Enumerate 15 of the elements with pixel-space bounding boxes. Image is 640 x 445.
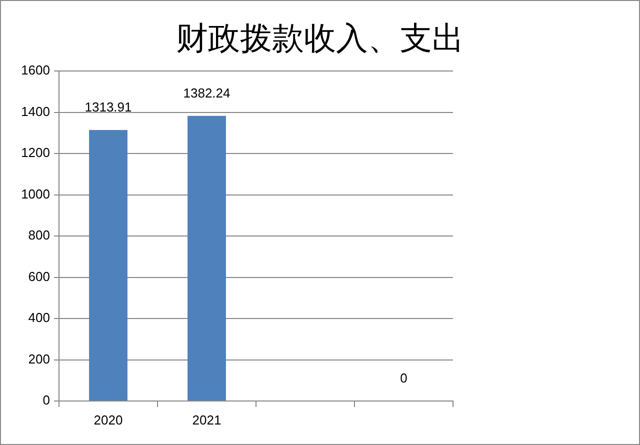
y-tick-label: 200: [28, 351, 50, 366]
x-tick-label: 2020: [94, 412, 123, 428]
y-tick-label: 600: [28, 268, 50, 284]
y-tick-label: 1600: [21, 62, 50, 78]
y-tick-label: 800: [28, 228, 50, 243]
y-tick-label: 1000: [21, 186, 50, 202]
y-tick-label: 1400: [21, 104, 50, 119]
y-tick-label: 1200: [21, 145, 50, 160]
data-label: 0: [400, 370, 408, 386]
y-tick-label: 400: [28, 310, 50, 326]
data-label: 1382.24: [183, 85, 230, 100]
x-tick-label: 2021: [192, 412, 222, 428]
chart-title: 财政拨款收入、支出: [175, 19, 465, 57]
data-label: 1313.91: [84, 100, 132, 115]
y-tick-label: 0: [42, 392, 50, 408]
